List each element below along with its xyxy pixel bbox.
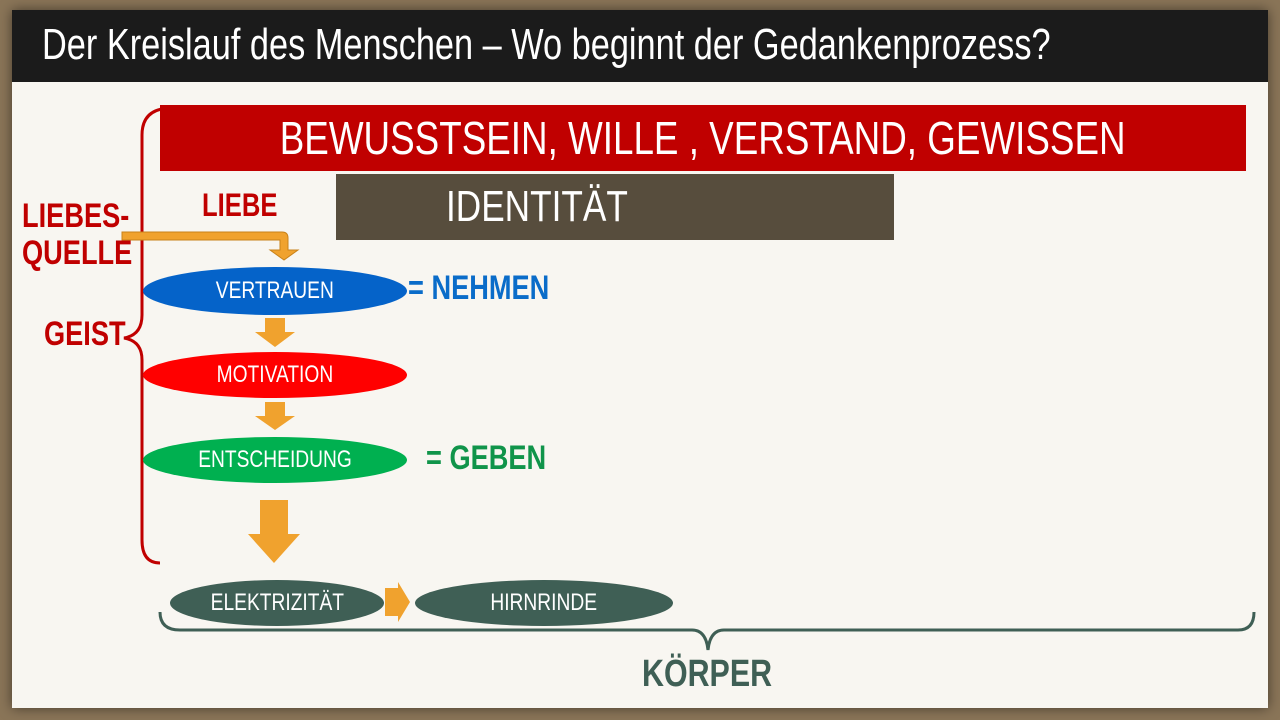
motivation-text: MOTIVATION: [216, 361, 334, 388]
down-arrow-3: [248, 500, 300, 563]
identity-box: IDENTITÄT: [336, 174, 894, 240]
koerper-label: KÖRPER: [642, 653, 773, 695]
liebesquelle-arrow: [121, 231, 300, 261]
vertrauen-node: VERTRAUEN: [143, 267, 407, 315]
koerper-bracket: [158, 611, 1256, 651]
elektrizitaet-text: ELEKTRIZITÄT: [210, 589, 344, 616]
slide-title: Der Kreislauf des Menschen – Wo beginnt …: [42, 20, 1051, 69]
liebesquelle-line-1: LIEBES-: [22, 197, 130, 235]
connectors: [121, 106, 1256, 651]
slide: Der Kreislauf des Menschen – Wo beginnt …: [12, 10, 1268, 708]
top-banner-text: BEWUSSTSEIN, WILLE , VERSTAND, GEWISSEN: [280, 112, 1126, 164]
hirnrinde-node: HIRNRINDE: [415, 580, 673, 626]
geist-bracket: [123, 106, 173, 565]
liebesquelle-line-2: QUELLE: [22, 234, 133, 273]
geben-label: = GEBEN: [426, 439, 547, 477]
title-bar: Der Kreislauf des Menschen – Wo beginnt …: [12, 10, 1268, 82]
right-arrow: [385, 582, 410, 622]
entscheidung-text: ENTSCHEIDUNG: [198, 446, 352, 473]
liebesquelle-label: LIEBES- QUELLE: [22, 197, 133, 273]
nehmen-label: = NEHMEN: [408, 269, 550, 307]
down-arrow-2: [255, 402, 295, 430]
motivation-node: MOTIVATION: [143, 352, 407, 398]
identity-text: IDENTITÄT: [446, 182, 628, 231]
down-arrow-1: [255, 318, 295, 347]
hirnrinde-text: HIRNRINDE: [490, 589, 598, 616]
liebe-label: LIEBE: [202, 187, 278, 223]
top-banner: BEWUSSTSEIN, WILLE , VERSTAND, GEWISSEN: [160, 105, 1246, 171]
entscheidung-node: ENTSCHEIDUNG: [143, 437, 407, 483]
vertrauen-text: VERTRAUEN: [215, 277, 335, 304]
elektrizitaet-node: ELEKTRIZITÄT: [170, 580, 384, 626]
geist-label: GEIST: [44, 315, 126, 353]
